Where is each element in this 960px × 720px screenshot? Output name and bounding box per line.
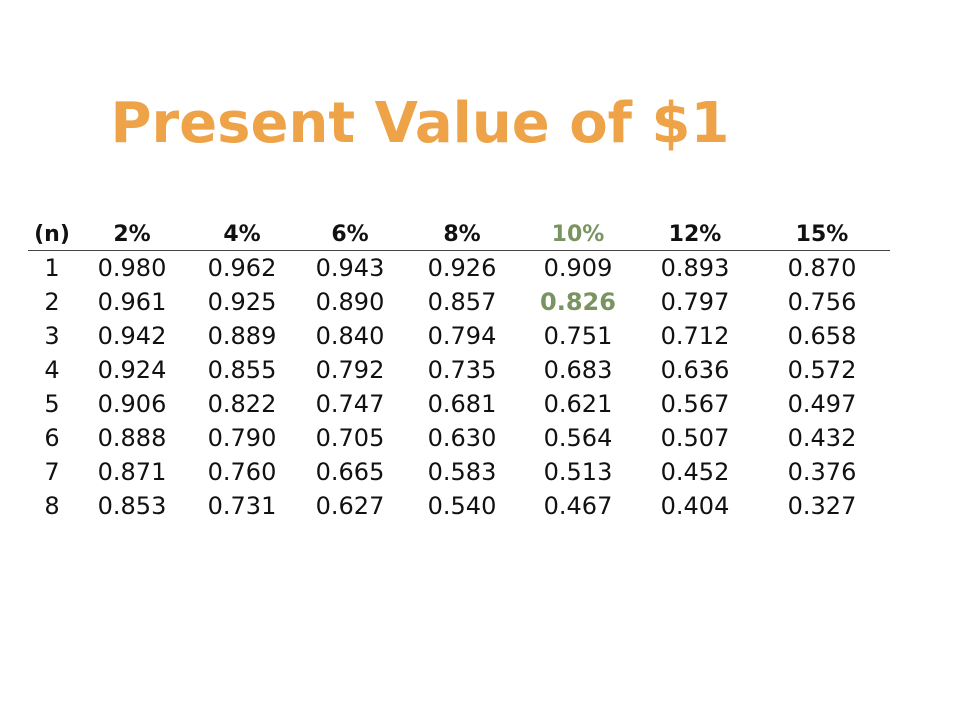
table-cell: 0.909 (543, 254, 613, 282)
table-cell: 0.924 (97, 356, 167, 384)
table-cell: 0.572 (787, 356, 857, 384)
period-column-header: (n) (28, 218, 76, 251)
period-cell: 4 (44, 356, 60, 384)
table-cell: 0.942 (97, 322, 167, 350)
table-cell: 0.735 (427, 356, 497, 384)
table-cell: 0.822 (207, 390, 277, 418)
table-cell: 0.665 (315, 458, 385, 486)
table-cell-highlighted: 0.826 (540, 288, 616, 316)
table-cell: 0.621 (543, 390, 613, 418)
table-cell: 0.747 (315, 390, 385, 418)
table-cell: 0.853 (97, 492, 167, 520)
table-cell: 0.452 (660, 458, 730, 486)
table-cell: 0.889 (207, 322, 277, 350)
table-cell: 0.797 (660, 288, 730, 316)
table-cell: 0.792 (315, 356, 385, 384)
table-row: 1 0.980 0.962 0.943 0.926 0.909 0.893 0.… (28, 251, 890, 286)
table-cell: 0.857 (427, 288, 497, 316)
table-cell: 0.871 (97, 458, 167, 486)
table-cell: 0.890 (315, 288, 385, 316)
table-header-row: (n) 2% 4% 6% 8% 10% 12% 15% (28, 218, 890, 251)
table-cell: 0.327 (787, 492, 857, 520)
table-cell: 0.926 (427, 254, 497, 282)
table-cell: 0.507 (660, 424, 730, 452)
table-cell: 0.943 (315, 254, 385, 282)
table-cell: 0.760 (207, 458, 277, 486)
table-cell: 0.794 (427, 322, 497, 350)
table-row: 3 0.942 0.889 0.840 0.794 0.751 0.712 0.… (28, 319, 890, 353)
table-cell: 0.980 (97, 254, 167, 282)
table-cell: 0.906 (97, 390, 167, 418)
table-cell: 0.540 (427, 492, 497, 520)
rate-column-header: 6% (296, 218, 404, 251)
table-cell: 0.583 (427, 458, 497, 486)
table-cell: 0.705 (315, 424, 385, 452)
table-row: 5 0.906 0.822 0.747 0.681 0.621 0.567 0.… (28, 387, 890, 421)
table-cell: 0.888 (97, 424, 167, 452)
table-cell: 0.855 (207, 356, 277, 384)
table-cell: 0.840 (315, 322, 385, 350)
rate-column-header: 2% (76, 218, 188, 251)
table-cell: 0.513 (543, 458, 613, 486)
table-cell: 0.376 (787, 458, 857, 486)
present-value-table: (n) 2% 4% 6% 8% 10% 12% 15% 1 0.980 0.96… (28, 218, 890, 523)
table-cell: 0.751 (543, 322, 613, 350)
table-row: 8 0.853 0.731 0.627 0.540 0.467 0.404 0.… (28, 489, 890, 523)
rate-column-header: 8% (404, 218, 520, 251)
period-cell: 8 (44, 492, 60, 520)
table-cell: 0.925 (207, 288, 277, 316)
table-cell: 0.404 (660, 492, 730, 520)
table-cell: 0.564 (543, 424, 613, 452)
table-cell: 0.567 (660, 390, 730, 418)
table-cell: 0.712 (660, 322, 730, 350)
table-row: 6 0.888 0.790 0.705 0.630 0.564 0.507 0.… (28, 421, 890, 455)
rate-column-header: 4% (188, 218, 296, 251)
table-row: 4 0.924 0.855 0.792 0.735 0.683 0.636 0.… (28, 353, 890, 387)
rate-column-header-highlighted: 10% (520, 218, 636, 251)
period-cell: 1 (44, 254, 60, 282)
table-cell: 0.683 (543, 356, 613, 384)
table-cell: 0.893 (660, 254, 730, 282)
table-cell: 0.636 (660, 356, 730, 384)
rate-column-header: 15% (754, 218, 890, 251)
rate-column-header: 12% (636, 218, 754, 251)
table-cell: 0.432 (787, 424, 857, 452)
table-cell: 0.790 (207, 424, 277, 452)
period-cell: 5 (44, 390, 60, 418)
table-cell: 0.630 (427, 424, 497, 452)
table-cell: 0.681 (427, 390, 497, 418)
table-cell: 0.962 (207, 254, 277, 282)
table-row: 2 0.961 0.925 0.890 0.857 0.826 0.797 0.… (28, 285, 890, 319)
table-cell: 0.658 (787, 322, 857, 350)
period-cell: 2 (44, 288, 60, 316)
table-cell: 0.756 (787, 288, 857, 316)
table-cell: 0.870 (787, 254, 857, 282)
table-row: 7 0.871 0.760 0.665 0.583 0.513 0.452 0.… (28, 455, 890, 489)
table-cell: 0.627 (315, 492, 385, 520)
table-cell: 0.497 (787, 390, 857, 418)
table-cell: 0.961 (97, 288, 167, 316)
table-cell: 0.731 (207, 492, 277, 520)
table-cell: 0.467 (543, 492, 613, 520)
slide-title: Present Value of $1 (110, 91, 730, 156)
period-cell: 6 (44, 424, 60, 452)
period-cell: 7 (44, 458, 60, 486)
period-cell: 3 (44, 322, 60, 350)
